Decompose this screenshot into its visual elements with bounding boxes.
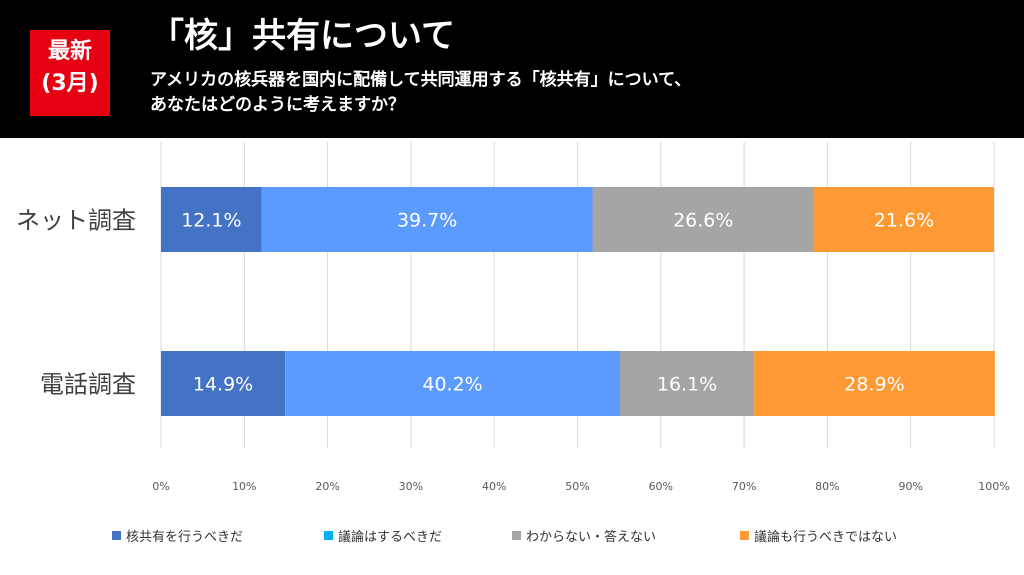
data-label: 12.1% [181, 210, 241, 232]
data-label: 21.6% [874, 210, 934, 232]
legend-item: 議論も行うべきではない [740, 526, 897, 545]
legend-swatch [512, 531, 521, 540]
category-label: ネット調査 [16, 207, 136, 235]
data-label: 28.9% [844, 374, 904, 396]
x-tick-label: 90% [898, 480, 922, 493]
bar-segment [592, 187, 815, 252]
legend-item: わからない・答えない [512, 526, 656, 545]
legend-swatch [112, 531, 121, 540]
bar-segment [161, 351, 286, 416]
legend-item: 核共有を行うべきだ [112, 526, 243, 545]
legend-label: 議論も行うべきではない [754, 530, 898, 545]
bar-segment [619, 351, 755, 416]
bar-segment [754, 351, 995, 416]
latest-badge: 最新 (3月) [30, 30, 110, 116]
data-label: 26.6% [673, 210, 733, 232]
question-line1: アメリカの核兵器を国内に配備して共同運用する「核共有」について、 [150, 70, 692, 90]
bar-segment [161, 187, 262, 252]
x-tick-label: 80% [815, 480, 839, 493]
data-label: 39.7% [397, 210, 457, 232]
legend-swatch [324, 531, 333, 540]
x-tick-label: 50% [565, 480, 589, 493]
bar-segment [261, 187, 593, 252]
x-tick-label: 60% [649, 480, 673, 493]
chart-legend: 核共有を行うべきだ 議論はするべきだ わからない・答えない 議論も行うべきではない [0, 526, 1024, 548]
x-tick-label: 20% [315, 480, 339, 493]
x-tick-label: 10% [232, 480, 256, 493]
category-label: 電話調査 [40, 371, 136, 399]
data-label: 14.9% [193, 374, 253, 396]
legend-swatch [740, 531, 749, 540]
x-tick-label: 0% [152, 480, 169, 493]
legend-label: わからない・答えない [526, 530, 657, 545]
bar-segment [285, 351, 620, 416]
legend-label: 議論はするべきだ [338, 530, 443, 545]
legend-label: 核共有を行うべきだ [126, 530, 244, 545]
page-title: 「核」共有について [150, 16, 455, 56]
x-tick-label: 70% [732, 480, 756, 493]
badge-line1: 最新 [47, 39, 92, 64]
legend-item: 議論はするべきだ [324, 526, 442, 545]
badge-line2: (3月) [41, 71, 99, 96]
bar-segment [814, 187, 994, 252]
x-tick-label: 40% [482, 480, 506, 493]
data-label: 40.2% [422, 374, 482, 396]
question-line2: あなたはどのように考えますか？ [150, 95, 405, 115]
x-tick-label: 30% [399, 480, 423, 493]
data-label: 16.1% [657, 374, 717, 396]
stacked-bar-chart: 0% 10% 20% 30% 40% 50% 60% 70% 80% 90% 100% ネット調査 12… [16, 142, 1010, 493]
x-tick-label: 100% [978, 480, 1009, 493]
header-banner: 最新 (3月) 「核」共有について アメリカの核兵器を国内に配備して共同運用する… [0, 0, 1024, 138]
survey-question: アメリカの核兵器を国内に配備して共同運用する「核共有」について、 あなたはどのよ… [150, 68, 850, 118]
